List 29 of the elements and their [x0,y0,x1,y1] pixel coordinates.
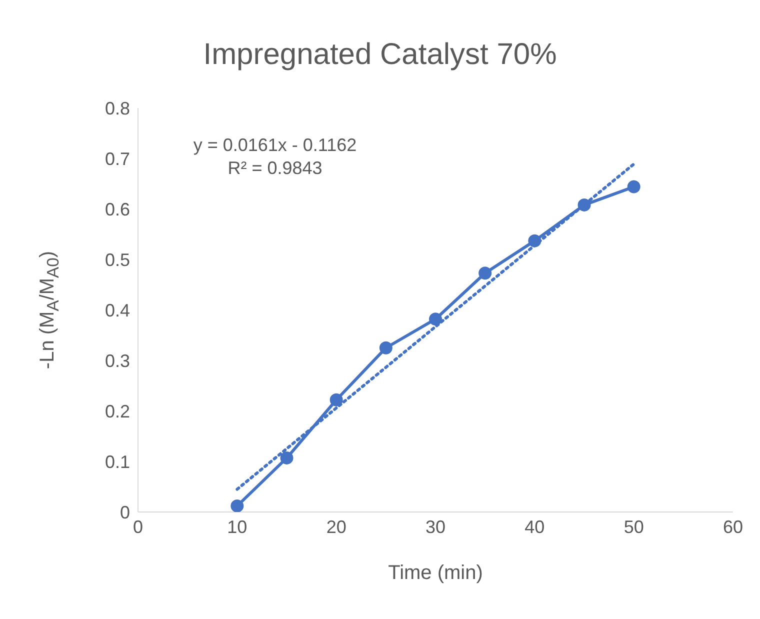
point [578,198,591,212]
point [230,499,244,512]
point [379,341,392,354]
x-tick-label: 30 [425,516,446,537]
point [627,180,640,194]
annotation: y = 0.0161x - 0.1162 [192,134,358,157]
x-tick-label: 20 [326,516,346,537]
y-tick-label: 0.7 [104,148,130,169]
point [330,393,343,406]
y-tick-label: 0.3 [104,350,130,371]
chart-title: Impregnated Catalyst 70% [202,38,558,72]
x-tick-label: 0 [132,516,144,537]
point [478,266,492,280]
x-tick-label: 10 [227,516,248,537]
y-tick-label: 0.4 [104,300,130,320]
y-tick-label: 0.2 [104,401,130,422]
x-tick-label: 40 [524,516,545,537]
y-tick-label: 0 [120,502,130,522]
annotation: R² = 0.9843 [226,157,324,180]
x-tick-label: 60 [722,516,744,537]
y-tick-label: 0.5 [104,250,130,270]
y-tick-label: 0.6 [104,199,130,220]
y-tick-label: 0.8 [104,98,130,118]
y-tick-label: 0.1 [104,452,130,472]
point [528,234,542,248]
point [280,451,294,464]
x-axis-title: Time (min) [387,562,484,585]
point [429,312,442,326]
x-tick-label: 50 [624,516,644,537]
